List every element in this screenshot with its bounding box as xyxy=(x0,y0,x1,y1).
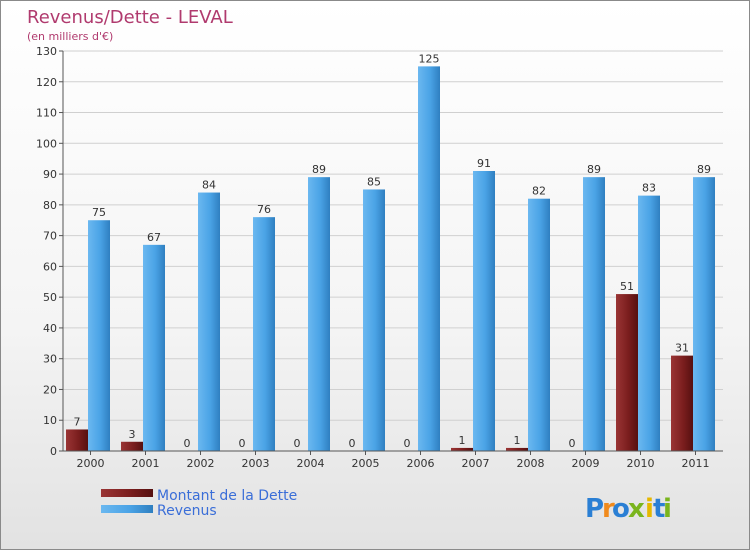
data-label-revenus: 75 xyxy=(92,206,106,219)
proxiti-logo: Proxiti xyxy=(585,494,672,524)
y-axis: 0 10 20 30 40 50 60 70 80 90 100 110 120 130 xyxy=(36,45,64,458)
bar-revenus xyxy=(528,198,550,451)
data-label-debt: 0 xyxy=(184,437,191,450)
y-tick-label: 0 xyxy=(50,445,57,458)
bar-revenus xyxy=(88,220,110,451)
data-label-revenus: 84 xyxy=(202,179,216,192)
bar-revenus xyxy=(253,217,275,451)
data-label-debt: 31 xyxy=(675,342,689,355)
data-label-debt: 0 xyxy=(294,437,301,450)
bar-debt xyxy=(121,441,143,451)
x-tick-label: 2001 xyxy=(132,457,160,470)
y-tick-label: 70 xyxy=(43,230,57,243)
y-tick-label: 50 xyxy=(43,291,57,304)
x-tick-label: 2009 xyxy=(572,457,600,470)
legend-swatch-debt xyxy=(101,489,153,497)
y-tick-label: 60 xyxy=(43,260,57,273)
bar-revenus xyxy=(418,66,440,451)
data-label-revenus: 82 xyxy=(532,185,546,198)
data-label-revenus: 89 xyxy=(697,163,711,176)
bar-debt xyxy=(66,429,88,451)
bar-revenus xyxy=(143,244,165,451)
x-tick-label: 2000 xyxy=(77,457,105,470)
bar-revenus xyxy=(583,177,605,451)
bar-debt xyxy=(616,294,638,451)
x-tick-label: 2008 xyxy=(517,457,545,470)
y-tick-label: 120 xyxy=(36,76,57,89)
y-tick-label: 20 xyxy=(43,383,57,396)
chart-title: Revenus/Dette - LEVAL xyxy=(27,7,233,28)
legend-label-revenus: Revenus xyxy=(157,503,217,519)
x-tick-label: 2003 xyxy=(242,457,270,470)
legend-swatch-revenus xyxy=(101,505,153,513)
bar-revenus xyxy=(638,195,660,451)
bar-debt xyxy=(451,447,473,451)
x-axis: 2000 2001 2002 2003 2004 2005 2006 2007 2008 2009… xyxy=(63,450,723,470)
y-tick-label: 100 xyxy=(36,137,57,150)
x-tick-label: 2010 xyxy=(627,457,655,470)
x-tick-label: 2006 xyxy=(407,457,435,470)
data-label-debt: 51 xyxy=(620,280,634,293)
data-label-debt: 0 xyxy=(404,437,411,450)
y-tick-label: 40 xyxy=(43,322,57,335)
data-label-revenus: 91 xyxy=(477,157,491,170)
y-tick-label: 30 xyxy=(43,353,57,366)
data-label-revenus: 67 xyxy=(147,231,161,244)
data-label-debt: 7 xyxy=(74,415,81,428)
bars: 7 75 3 67 0 84 0 76 0 89 0 85 0 125 1 91 1 82 0 89 51 83 31 89 xyxy=(66,52,715,452)
data-label-revenus: 76 xyxy=(257,203,271,216)
bar-revenus xyxy=(198,192,220,452)
data-label-debt: 0 xyxy=(349,437,356,450)
bar-debt xyxy=(506,447,528,451)
data-label-revenus: 89 xyxy=(587,163,601,176)
data-label-debt: 3 xyxy=(129,428,136,441)
bar-revenus xyxy=(363,189,385,451)
y-tick-label: 80 xyxy=(43,199,57,212)
data-label-debt: 0 xyxy=(239,437,246,450)
grid xyxy=(63,50,723,452)
bar-debt xyxy=(671,355,693,451)
proxiti-logo-text: Proxiti xyxy=(585,494,672,524)
data-label-debt: 1 xyxy=(459,434,466,447)
y-tick-label: 10 xyxy=(43,414,57,427)
bar-revenus xyxy=(308,177,330,451)
x-tick-label: 2002 xyxy=(187,457,215,470)
y-tick-label: 90 xyxy=(43,168,57,181)
data-label-revenus: 125 xyxy=(419,52,440,65)
x-tick-label: 2007 xyxy=(462,457,490,470)
x-tick-label: 2004 xyxy=(297,457,325,470)
legend-label-debt: Montant de la Dette xyxy=(157,488,297,504)
bar-revenus xyxy=(693,177,715,451)
data-label-revenus: 85 xyxy=(367,175,381,188)
y-tick-label: 110 xyxy=(36,107,57,120)
legend: Montant de la Dette Revenus xyxy=(101,488,297,519)
bar-revenus xyxy=(473,171,495,451)
x-tick-label: 2011 xyxy=(682,457,710,470)
data-label-debt: 0 xyxy=(569,437,576,450)
y-tick-label: 130 xyxy=(36,45,57,58)
data-label-debt: 1 xyxy=(514,434,521,447)
chart-subtitle: (en milliers d'€) xyxy=(27,30,113,43)
x-tick-label: 2005 xyxy=(352,457,380,470)
data-label-revenus: 89 xyxy=(312,163,326,176)
data-label-revenus: 83 xyxy=(642,182,656,195)
